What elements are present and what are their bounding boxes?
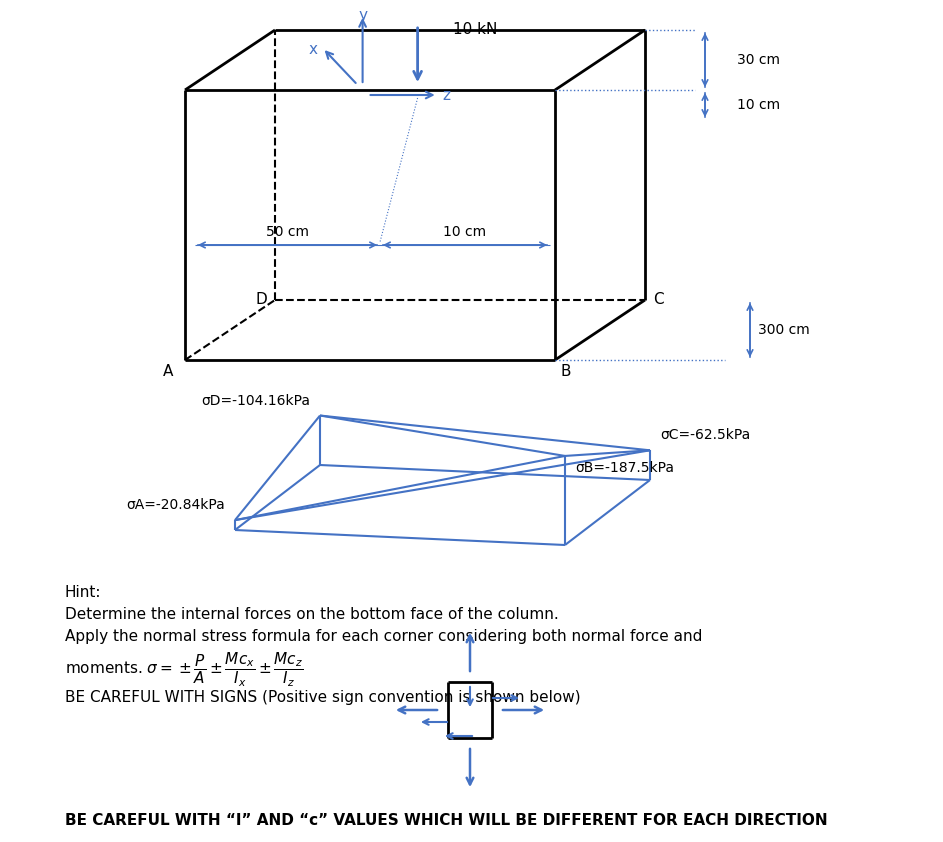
Text: C: C [653,292,664,307]
Text: 300 cm: 300 cm [758,323,810,337]
Text: A: A [162,365,173,380]
Text: σC=-62.5kPa: σC=-62.5kPa [660,429,751,442]
Text: B: B [560,365,571,380]
Text: Apply the normal stress formula for each corner considering both normal force an: Apply the normal stress formula for each… [65,629,703,644]
Text: z: z [442,88,451,103]
Text: 50 cm: 50 cm [266,225,308,239]
Text: y: y [358,8,367,23]
Text: σA=-20.84kPa: σA=-20.84kPa [126,498,225,512]
Text: D: D [256,292,267,307]
Text: Hint:: Hint: [65,585,102,600]
Text: Determine the internal forces on the bottom face of the column.: Determine the internal forces on the bot… [65,607,559,622]
Text: σB=-187.5kPa: σB=-187.5kPa [575,461,674,475]
Text: BE CAREFUL WITH SIGNS (Positive sign convention is shown below): BE CAREFUL WITH SIGNS (Positive sign con… [65,690,581,705]
Text: σD=-104.16kPa: σD=-104.16kPa [201,393,310,408]
Text: 10 cm: 10 cm [443,225,487,239]
Text: moments. $\sigma = \pm\dfrac{P}{A}\pm\dfrac{Mc_x}{I_x}\pm\dfrac{Mc_z}{I_z}$: moments. $\sigma = \pm\dfrac{P}{A}\pm\df… [65,651,304,689]
Text: BE CAREFUL WITH “I” AND “c” VALUES WHICH WILL BE DIFFERENT FOR EACH DIRECTION: BE CAREFUL WITH “I” AND “c” VALUES WHICH… [65,813,828,828]
Text: x: x [308,42,318,57]
Text: 10 cm: 10 cm [737,98,780,112]
Text: 10 kN: 10 kN [453,23,497,38]
Text: 30 cm: 30 cm [737,53,780,67]
